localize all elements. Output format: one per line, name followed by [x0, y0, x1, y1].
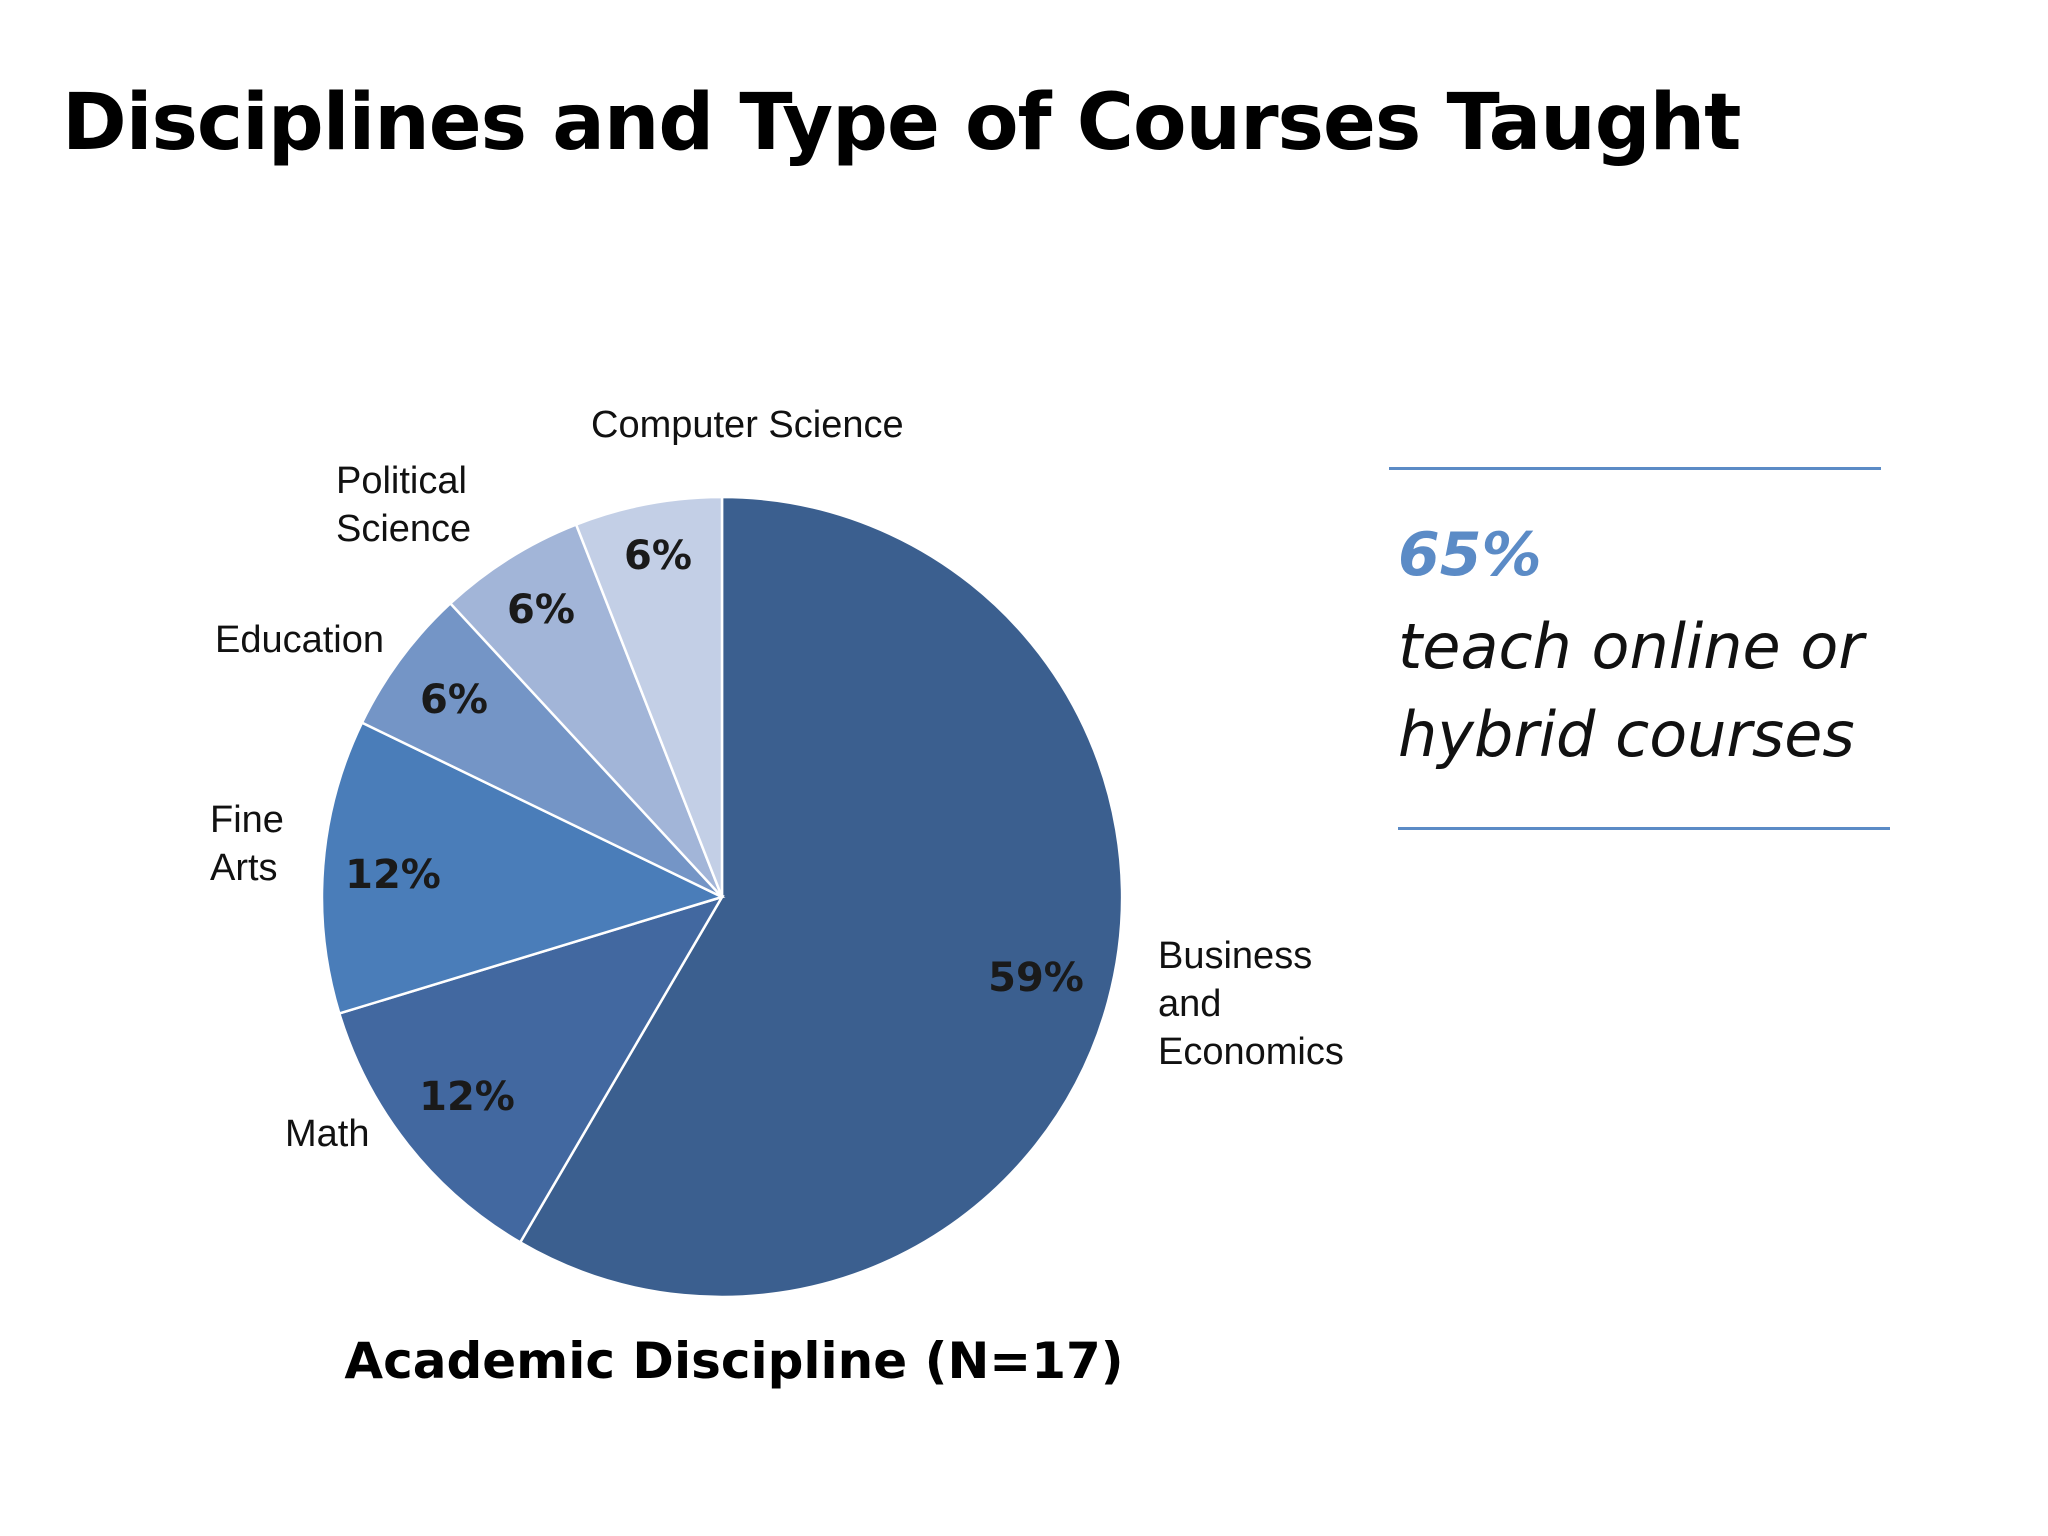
percent-label: 6% [420, 677, 488, 723]
percent-label: 59% [988, 955, 1084, 1001]
callout-top-rule [1389, 467, 1881, 470]
slide-title: Disciplines and Type of Courses Taught [62, 78, 1741, 168]
category-label: Business and Economics [1158, 935, 1344, 1073]
category-label: Computer Science [591, 404, 904, 446]
pie-slices [320, 495, 1124, 1299]
percent-labels: 59% 12% 12% 6% 6% 6% [345, 533, 1084, 1120]
pie-slice-business-and-economics [518, 495, 1124, 1299]
pie-slice-fine-arts [320, 720, 726, 1016]
pie-slice-math [337, 894, 725, 1245]
percent-label: 12% [345, 852, 441, 898]
category-labels: Business and Economics Math Fine Arts Educatio… [210, 404, 1344, 1155]
pie-slice-political-science [448, 522, 724, 898]
chart-caption: Academic Discipline (N=17) [344, 1332, 1123, 1390]
callout-text-line-2: hybrid courses [1398, 698, 1855, 771]
callout-text-line-1: teach online or [1398, 610, 1864, 683]
pie-slice-computer-science [574, 495, 724, 898]
category-label: Math [285, 1113, 369, 1155]
percent-label: 6% [507, 587, 575, 633]
callout-value: 65% [1398, 520, 1542, 590]
percent-label: 12% [419, 1074, 515, 1120]
category-label: Political Science [336, 460, 471, 550]
pie-slice-education [360, 601, 723, 899]
category-label: Fine Arts [210, 799, 284, 889]
percent-label: 6% [624, 533, 692, 579]
category-label: Education [215, 619, 384, 661]
callout-bottom-rule [1398, 827, 1890, 830]
